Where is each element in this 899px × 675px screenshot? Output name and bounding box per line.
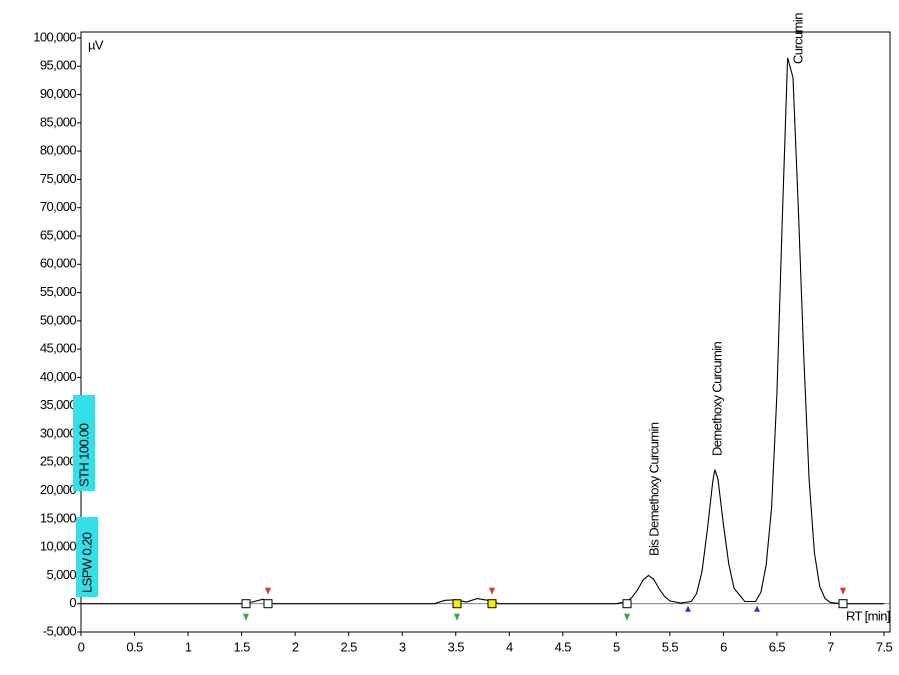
event-marker [622, 599, 632, 609]
y-tick-label: 80,000 [40, 143, 77, 158]
y-tick-label: 10,000 [40, 539, 77, 554]
valley-marker [754, 605, 760, 612]
x-tick-label: 7 [827, 639, 834, 654]
end-marker [489, 587, 495, 595]
x-tick-label: 4 [506, 639, 513, 654]
x-tick-label: 2 [292, 639, 299, 654]
parameter-label: STH 100.00 [76, 423, 91, 487]
y-tick-label: 25,000 [40, 454, 77, 469]
y-tick-label: 40,000 [40, 369, 77, 384]
y-tick-label: -5,000 [43, 623, 77, 638]
x-tick-label: 6.5 [769, 639, 786, 654]
y-tick-label: 35,000 [40, 397, 77, 412]
parameter-box [73, 395, 95, 491]
y-axis-label: µV [88, 37, 104, 52]
y-tick-label: 30,000 [40, 425, 77, 440]
y-tick-label: 90,000 [40, 86, 77, 101]
x-tick-label: 0 [78, 639, 85, 654]
start-marker [454, 613, 460, 621]
plot-frame [80, 31, 891, 633]
signal-trace [81, 57, 884, 605]
x-axis-label: RT [min] [846, 608, 890, 623]
parameter-box [76, 517, 98, 597]
y-tick-label: 50,000 [40, 312, 77, 327]
x-tick-label: 3 [399, 639, 406, 654]
x-tick-label: 7.5 [876, 639, 893, 654]
y-tick-label: 70,000 [40, 199, 77, 214]
x-tick-label: 0.5 [126, 639, 143, 654]
peak-label: Bis Demethoxy Curcumin [646, 422, 661, 556]
event-marker [838, 599, 848, 609]
x-tick-label: 1 [185, 639, 192, 654]
y-tick-label: 95,000 [40, 58, 77, 73]
y-tick-label: 55,000 [40, 284, 77, 299]
y-tick-label: 85,000 [40, 114, 77, 129]
y-tick-label: 45,000 [40, 341, 77, 356]
y-tick-label: 5,000 [46, 567, 76, 582]
end-marker [265, 587, 271, 595]
start-marker [243, 613, 249, 621]
y-tick-label: 65,000 [40, 227, 77, 242]
event-marker [452, 599, 462, 609]
peak-label: Curcumin [790, 13, 805, 64]
valley-marker [685, 605, 691, 612]
start-marker [624, 613, 630, 621]
x-tick-label: 6 [720, 639, 727, 654]
x-tick-label: 1.5 [233, 639, 250, 654]
y-tick-label: 100,000 [33, 29, 76, 44]
x-tick-label: 2.5 [341, 639, 358, 654]
x-tick-label: 5.5 [662, 639, 679, 654]
y-tick-label: 75,000 [40, 171, 77, 186]
event-marker [487, 599, 497, 609]
y-tick-label: 20,000 [40, 482, 77, 497]
y-tick-label: 0 [69, 595, 76, 610]
y-tick-label: 60,000 [40, 256, 77, 271]
parameter-label: LSPW 0.20 [79, 532, 94, 593]
peak-label: Demethoxy Curcumin [709, 341, 724, 456]
y-tick-label: 15,000 [40, 510, 77, 525]
event-marker [241, 599, 251, 609]
x-tick-label: 5 [613, 639, 620, 654]
event-marker [263, 599, 273, 609]
end-marker [840, 587, 846, 595]
x-tick-label: 3.5 [448, 639, 465, 654]
x-tick-label: 4.5 [555, 639, 572, 654]
